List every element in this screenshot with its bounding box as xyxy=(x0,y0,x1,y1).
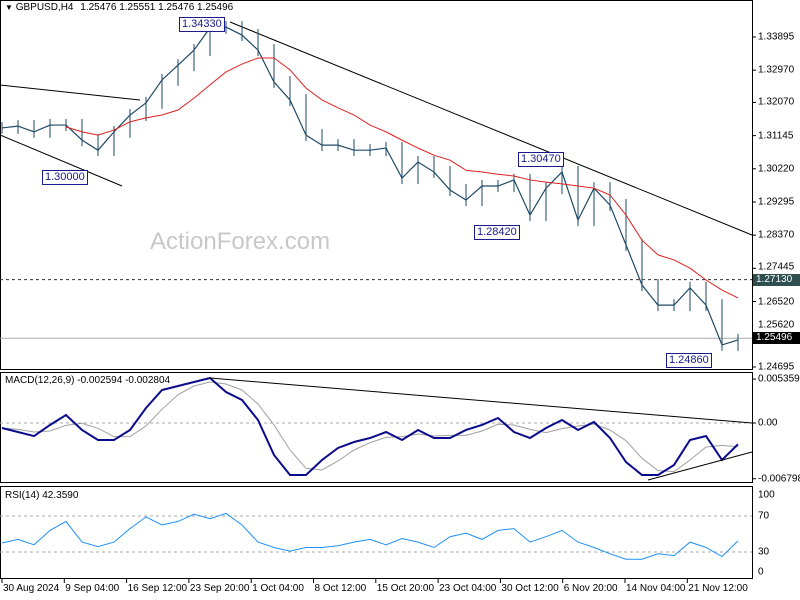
macd-tick-label: 0.00 xyxy=(758,417,778,429)
y-tick-label: 1.33895 xyxy=(758,31,795,43)
y-tick-label: 1.26520 xyxy=(758,296,795,308)
y-tick-label: 1.30220 xyxy=(758,163,795,175)
x-tick-label: 23 Sep 20:00 xyxy=(189,583,250,594)
y-tick-label: 1.25620 xyxy=(758,319,795,331)
x-tick-label: 23 Oct 04:00 xyxy=(439,583,497,594)
x-tick-label: 1 Oct 04:00 xyxy=(252,583,304,594)
x-tick-label: 8 Oct 12:00 xyxy=(314,583,367,594)
macd-panel xyxy=(0,372,753,483)
price-annotation-high2: 1.30470 xyxy=(518,152,564,167)
level-price-box: 1.27130 xyxy=(753,273,800,286)
rsi-tick-label: 30 xyxy=(758,546,770,558)
x-tick-label: 16 Sep 12:00 xyxy=(127,583,188,594)
macd-trendline xyxy=(647,451,753,481)
ohlc-values: 1.25476 1.25551 1.25476 1.25496 xyxy=(80,2,234,13)
symbol-label: GBPUSD,H4 xyxy=(15,2,74,13)
rsi-panel xyxy=(0,486,753,579)
trendline xyxy=(229,21,753,236)
macd-tick-label: 0.005359 xyxy=(758,373,800,385)
macd-tick-label: -0.006798 xyxy=(758,473,800,485)
current-price-box: 1.25496 xyxy=(753,332,800,345)
y-tick-label: 1.27445 xyxy=(758,261,795,273)
price-annotation-high1: 1.34330 xyxy=(179,17,225,32)
x-tick-label: 14 Nov 04:00 xyxy=(626,583,686,594)
y-tick-label: 1.32070 xyxy=(758,96,795,108)
moving-average-line xyxy=(65,57,739,299)
rsi-title: RSI(14) 42.3590 xyxy=(5,490,79,501)
x-tick-label: 30 Oct 12:00 xyxy=(501,583,559,594)
macd-signal-line xyxy=(1,381,739,473)
y-tick-label: 1.32970 xyxy=(758,64,795,76)
trendline xyxy=(0,134,123,187)
x-tick-label: 9 Sep 04:00 xyxy=(65,583,120,594)
macd-line xyxy=(1,376,739,476)
triangle-down-icon[interactable]: ▼ xyxy=(5,3,13,12)
chart-header: ▼ GBPUSD,H4 1.25476 1.25551 1.25476 1.25… xyxy=(5,2,233,14)
rsi-line xyxy=(1,512,739,560)
price-annotation-low2: 1.28420 xyxy=(474,225,520,240)
watermark: ActionForex.com xyxy=(150,228,331,255)
macd-trendline xyxy=(209,377,753,424)
rsi-tick-label: 70 xyxy=(758,510,770,522)
y-tick-label: 1.29295 xyxy=(758,196,795,208)
y-tick-label: 1.28370 xyxy=(758,229,795,241)
rsi-tick-label: 100 xyxy=(758,489,775,501)
price-annotation-low1: 1.30000 xyxy=(42,170,88,185)
macd-title: MACD(12,26,9) -0.002594 -0.002804 xyxy=(5,375,171,386)
x-tick-label: 21 Nov 12:00 xyxy=(688,583,748,594)
x-tick-label: 6 Nov 20:00 xyxy=(563,583,618,594)
trendline xyxy=(0,84,141,101)
price-annotation-low3: 1.24860 xyxy=(666,353,712,368)
y-tick-label: 1.31145 xyxy=(758,130,794,142)
price-line xyxy=(1,26,739,346)
y-tick-label: 1.24695 xyxy=(758,361,795,373)
rsi-tick-label: 0 xyxy=(758,566,764,578)
x-tick-label: 15 Oct 20:00 xyxy=(376,583,435,594)
price-panel xyxy=(0,0,753,370)
x-tick-label: 30 Aug 2024 xyxy=(3,583,60,594)
